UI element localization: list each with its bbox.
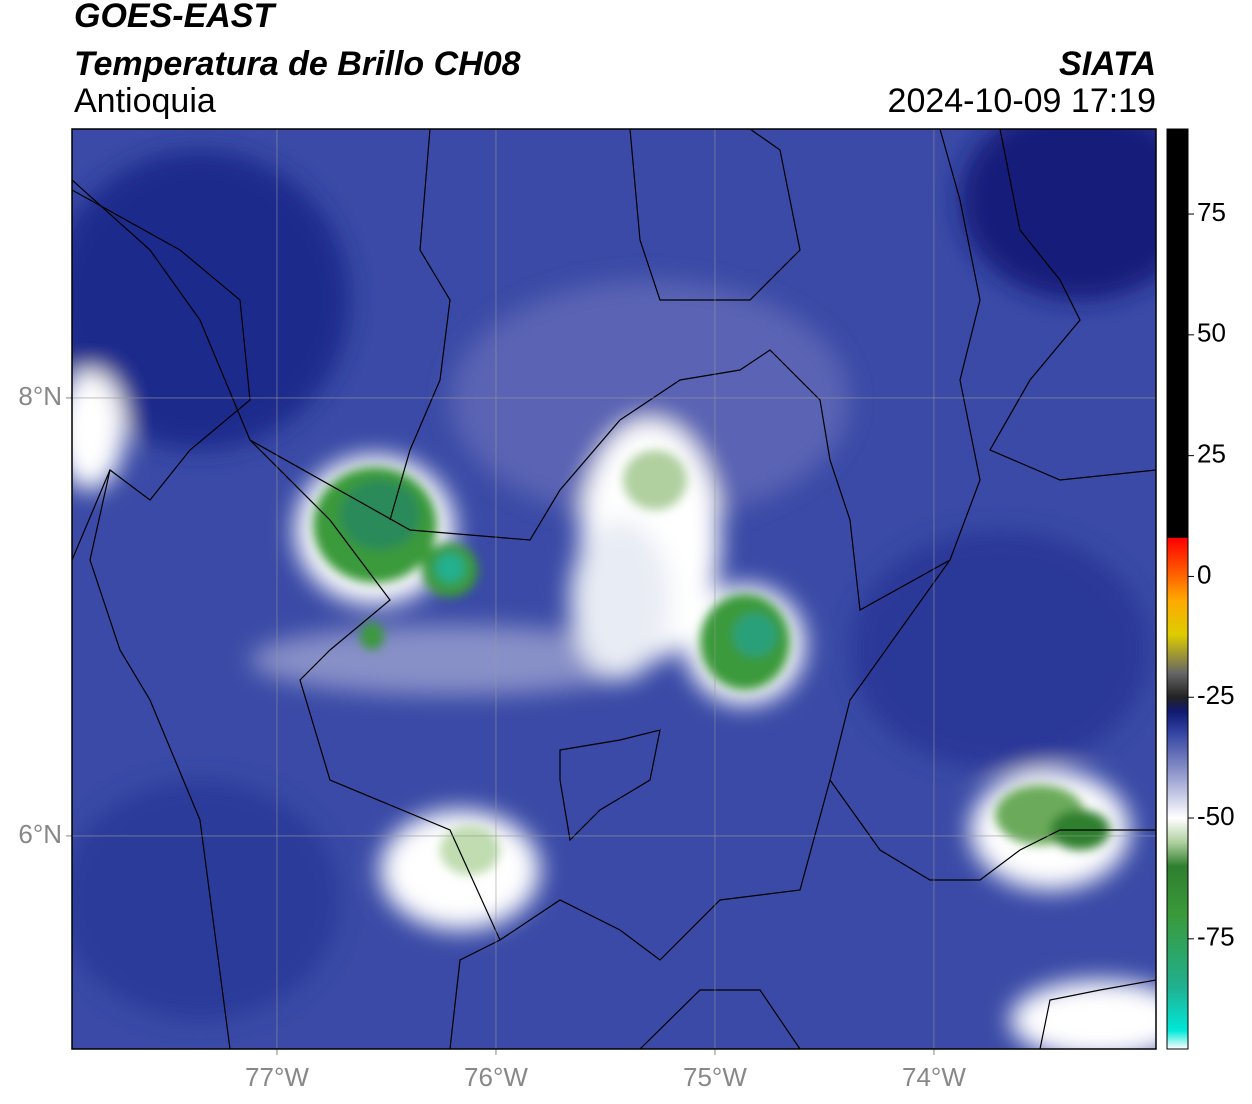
x-tick-label: 76°W (464, 1062, 528, 1092)
colorbar-tick-label: -50 (1197, 801, 1235, 831)
colorbar: 75 50 25 0 -25 -50 -75 (1166, 128, 1235, 1050)
source: SIATA (1059, 45, 1156, 83)
x-tick-label: 74°W (902, 1062, 966, 1092)
title: GOES-EAST (74, 0, 277, 35)
colorbar-fill (1166, 128, 1189, 1050)
x-tick-label: 75°W (683, 1062, 747, 1092)
subtitle: Temperatura de Brillo CH08 (74, 45, 521, 83)
colorbar-tick-label: -75 (1197, 922, 1235, 952)
y-tick-label: 8°N (18, 381, 62, 411)
colorbar-tick-label: 50 (1197, 318, 1226, 348)
satellite-image (72, 129, 1156, 1049)
colorbar-tick-label: 25 (1197, 439, 1226, 469)
y-tick-label: 6°N (18, 819, 62, 849)
datetime: 2024-10-09 17:19 (888, 82, 1156, 120)
x-tick-label: 77°W (245, 1062, 309, 1092)
colorbar-tick-label: 75 (1197, 197, 1226, 227)
region: Antioquia (74, 82, 216, 120)
map-frame (71, 128, 1157, 1050)
colorbar-tick-label: -25 (1197, 680, 1235, 710)
colorbar-tick-label: 0 (1197, 559, 1211, 589)
graticule: 77°W 76°W 75°W 74°W 8°N 6°N (18, 129, 1156, 1092)
